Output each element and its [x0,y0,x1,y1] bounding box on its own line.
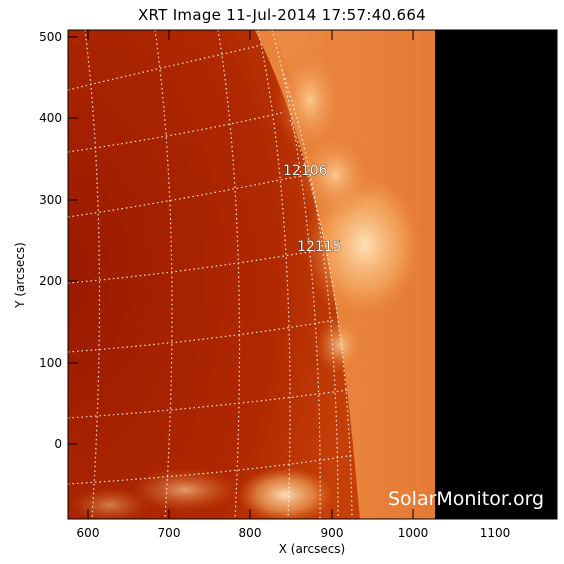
x-tick-label: 900 [321,526,344,540]
disk-bright-patch [70,487,150,519]
no-data-region [435,30,557,519]
y-tick-label: 0 [54,437,62,451]
x-tick-label: 600 [77,526,100,540]
loop-glow [315,315,365,375]
y-axis [68,36,557,445]
solar-disk [68,30,360,519]
disk-bright-patch [237,467,333,519]
x-axis [87,30,496,519]
y-tick-label: 500 [39,30,62,44]
loop-glow [275,45,345,155]
watermark: SolarMonitor.org [388,488,544,510]
image-title: XRT Image 11-Jul-2014 17:57:40.664 [137,6,427,24]
y-tick-label: 400 [39,111,62,125]
x-tick-label: 800 [239,526,262,540]
x-tick-label: 700 [158,526,181,540]
x-tick-label: 1000 [398,526,429,540]
active-region-label-12106: 12106 [283,163,328,179]
plot-frame [67,29,558,520]
y-tick-label: 200 [39,274,62,288]
active-region-label-12115: 12115 [297,239,342,255]
x-tick-label: 1100 [480,526,511,540]
y-tick-label: 100 [39,356,62,370]
limb-band [255,30,372,519]
heliographic-grid [68,30,356,519]
y-axis-title: Y (arcsecs) [13,242,27,309]
y-tick-label: 300 [39,193,62,207]
disk-bright-patch [130,468,240,512]
x-axis-title: X (arcsecs) [279,542,346,556]
